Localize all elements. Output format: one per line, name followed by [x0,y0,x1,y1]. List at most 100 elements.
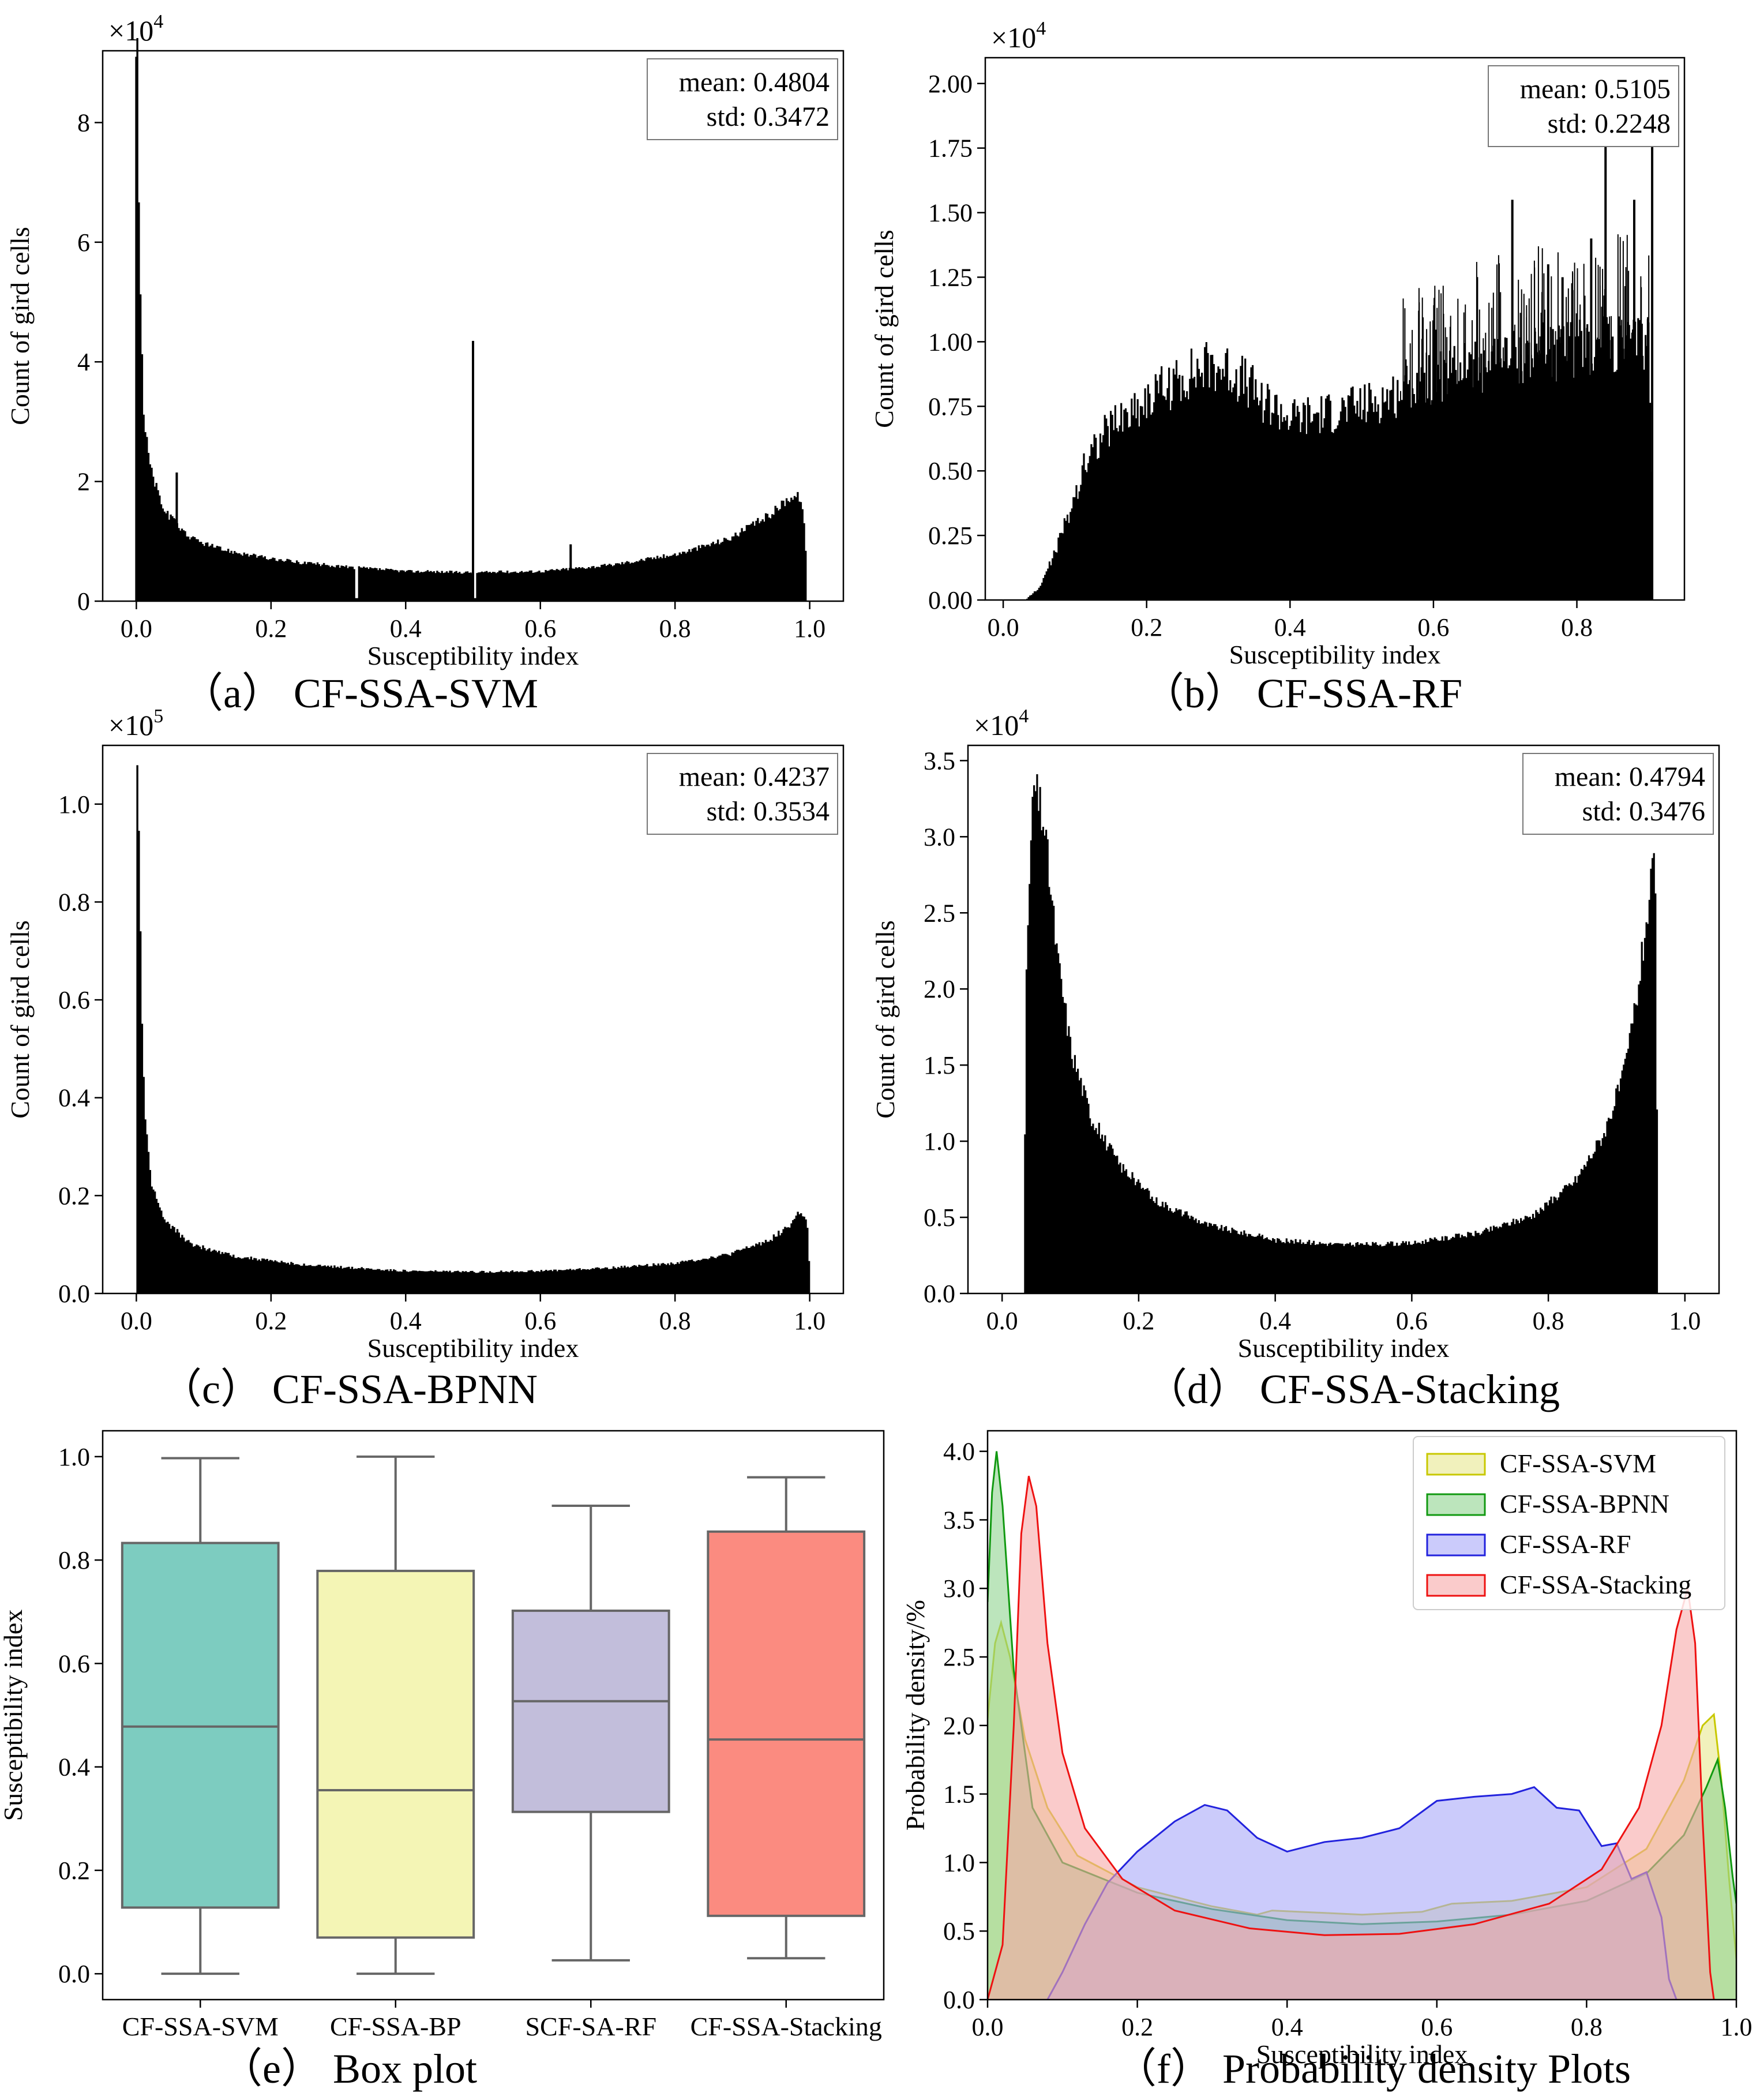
box-iqr [511,1609,670,1813]
x-tick-label: 0.6 [1417,613,1449,642]
x-tick-label: 0.8 [1533,1307,1564,1335]
x-tick-label: 0.2 [1123,1307,1154,1335]
x-axis-label: Susceptibility index [1256,2039,1468,2069]
y-axis-label: Count of gird cells [5,227,35,425]
y-tick-label: 0.00 [928,586,973,614]
y-axis-label: Susceptibility index [0,1610,28,1821]
plot-frame [967,744,1720,1295]
y-tick-label: 1.0 [58,790,90,819]
stats-std: std: 0.3476 [1582,796,1705,827]
y-tick-label: 1.0 [943,1848,975,1877]
y-tick-label: 0.75 [928,392,973,421]
y-tick-label: 0.2 [58,1182,90,1210]
stats-std: std: 0.3472 [707,102,830,132]
y-scale-factor: ×104 [974,706,1029,741]
y-tick-label: 0.5 [943,1917,975,1945]
x-axis-label: Susceptibility index [367,641,579,670]
x-tick-label: 0.8 [659,614,691,643]
x-tick-label: 1.0 [794,614,825,643]
caption-e: （e） Box plot [221,2046,477,2092]
caption-f: （f） Probability density Plots [1115,2046,1631,2092]
x-tick-label: 0.6 [524,614,556,643]
x-tick-label: 0.8 [659,1307,691,1335]
stats-mean: mean: 0.5105 [1520,74,1671,104]
y-axis-label: Count of gird cells [5,920,35,1119]
x-tick-label: 0.4 [1271,2013,1303,2041]
y-tick-label: 2.00 [928,70,973,98]
x-tick-label: 0.4 [1259,1307,1291,1335]
y-tick-label: 0.4 [58,1753,90,1782]
y-tick-label: 1.5 [943,1780,975,1809]
density-fill [988,1476,1714,2000]
y-tick-label: 0.0 [58,1960,90,1988]
y-scale-exponent: 4 [1019,706,1029,727]
caption-d: （d） CF-SSA-Stacking [1146,1366,1560,1412]
y-tick-label: 0.0 [58,1280,90,1308]
y-tick-label: 2.5 [943,1643,975,1671]
y-tick-label: 8 [77,108,90,137]
y-tick-label: 1.0 [924,1127,955,1156]
legend-label: CF-SSA-Stacking [1500,1570,1691,1599]
y-scale-exponent: 4 [1036,18,1046,39]
y-tick-label: 4.0 [943,1438,975,1466]
legend-swatch [1426,1453,1486,1476]
stats-box [647,753,838,835]
y-tick-label: 1.25 [928,263,973,291]
x-tick-label: 0.6 [1421,2013,1453,2041]
stats-mean: mean: 0.4237 [679,762,830,792]
panel-b-histogram: 0.0 0.2 0.4 0.6 0.8 0.00 0.25 0.50 0.75 1.00 1.25 1… [869,18,1686,669]
y-tick-label: 0.25 [928,522,973,550]
panel-e-boxplot: CF-SSA-SVM CF-SSA-BP SCF-SA-RF CF-SSA-Stack… [0,1430,885,2041]
histogram-bars [136,765,810,1293]
x-tick-label: 1.0 [794,1307,825,1335]
legend-swatch [1426,1574,1486,1597]
y-tick-label: 0.8 [58,888,90,916]
y-tick-label: 2.0 [924,975,955,1003]
x-tick-label: 0.6 [524,1307,556,1335]
panel-f-density: 0.0 0.2 0.4 0.6 0.8 1.0 0.0 0.5 1.0 1.5 2.0 2.5 3.0 3… [900,1430,1753,2069]
legend-swatch [1426,1533,1486,1557]
stats-box [1522,753,1714,835]
legend-label: CF-SSA-BPNN [1500,1489,1669,1518]
histogram-bars [1022,774,1658,1293]
panel-d-histogram: 0.0 0.2 0.4 0.6 0.8 1.0 0.0 0.5 1.0 1.5 2.0 2.5 3.0 3… [870,706,1720,1363]
plot-frame [102,1430,885,2001]
x-tick-label: 0.6 [1396,1307,1428,1335]
y-tick-label: 1.50 [928,199,973,227]
plot-frame [984,57,1686,601]
x-category-label: CF-SSA-BP [330,2012,461,2041]
y-tick-label: 0.5 [924,1203,955,1232]
y-scale-exponent: 4 [153,11,163,32]
stats-box [1488,65,1679,147]
caption-c: （c） CF-SSA-BPNN [160,1366,538,1412]
y-axis-label: Probability density/% [900,1600,930,1831]
x-tick-label: 0.2 [255,1307,287,1335]
x-axis-label: Susceptibility index [1238,1333,1450,1363]
x-tick-label: 0.0 [972,2013,1004,2041]
x-tick-label: 0.4 [390,1307,422,1335]
y-tick-label: 0.2 [58,1857,90,1885]
x-tick-label: 0.2 [1131,613,1162,642]
histogram-fine-bars [1400,232,1652,600]
x-axis-label: Susceptibility index [367,1333,579,1363]
panel-c-histogram: 0.0 0.2 0.4 0.6 0.8 1.0 0.0 0.2 0.4 0.6 0.8 1.0 Susc… [5,706,845,1363]
stats-mean: mean: 0.4794 [1555,762,1705,792]
caption-b: （b） CF-SSA-RF [1143,670,1462,717]
y-tick-label: 1.75 [928,134,973,163]
y-scale-factor: ×104 [991,18,1046,54]
plot-frame [102,744,845,1295]
histogram-bars [1025,316,1653,600]
x-tick-label: 0.8 [1561,613,1593,642]
x-tick-label: 0.0 [986,1307,1018,1335]
y-tick-label: 0.0 [943,1986,975,2014]
y-tick-label: 3.0 [943,1574,975,1603]
y-tick-label: 0 [77,587,90,616]
stats-std: std: 0.2248 [1548,108,1671,139]
legend-swatch [1426,1493,1486,1516]
y-tick-label: 2.0 [943,1712,975,1740]
y-tick-label: 0.0 [924,1280,955,1308]
y-tick-label: 6 [77,228,90,257]
x-tick-label: 0.2 [1121,2013,1153,2041]
y-tick-label: 3.5 [924,747,955,775]
